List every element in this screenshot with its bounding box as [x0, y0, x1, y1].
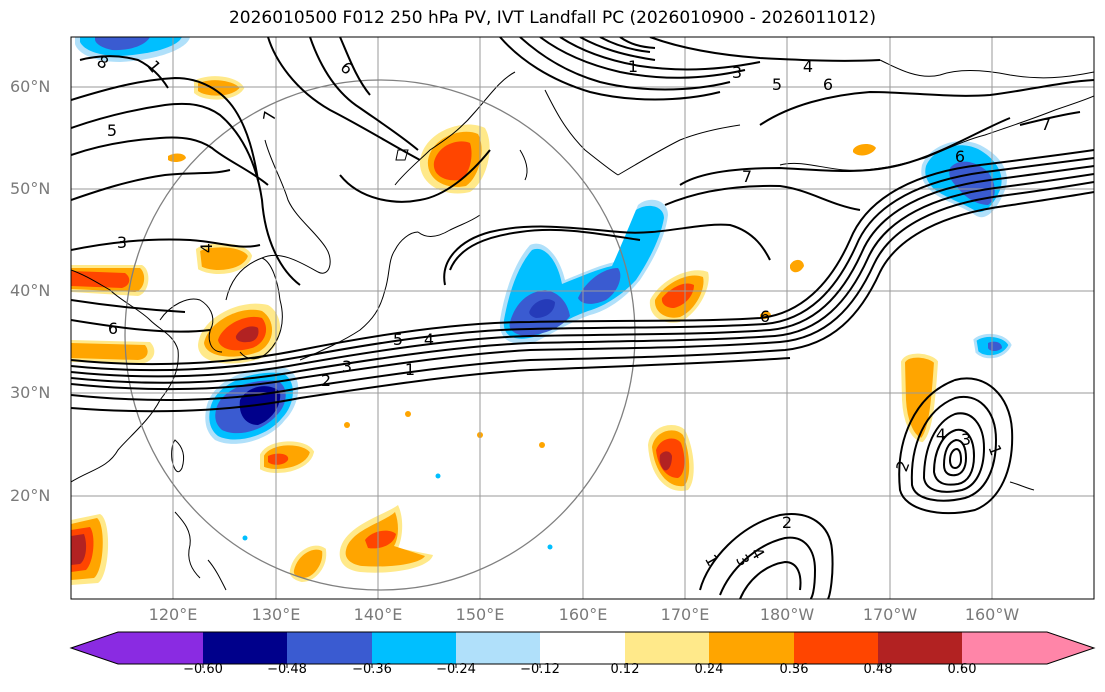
lon-label: 150°E — [455, 605, 505, 624]
contour-label: 1 — [405, 360, 415, 379]
lon-label: 160°W — [964, 605, 1020, 624]
colorbar-cell — [878, 632, 962, 664]
pv-blob-central-pacific — [499, 199, 668, 344]
pv-blob-south-150e — [339, 505, 433, 573]
contour-label: 4 — [936, 425, 946, 444]
lat-label: 40°N — [10, 281, 51, 300]
colorbar-tick-label: −0.24 — [436, 662, 476, 677]
contour-label: 6 — [760, 307, 770, 326]
plot-frame — [70, 36, 1095, 600]
colorbar-tick-label: 0.24 — [694, 662, 724, 677]
coastlines — [71, 59, 1094, 591]
contour-label: 3 — [732, 63, 742, 82]
colorbar-tick-label: −0.60 — [183, 662, 223, 677]
colorbar-cell — [962, 632, 1047, 664]
lat-label: 20°N — [10, 486, 51, 505]
pv-blob-korea — [198, 303, 281, 364]
lat-label: 30°N — [10, 383, 51, 402]
colorbar-cell — [372, 632, 456, 664]
colorbar-cell — [456, 632, 540, 664]
colorbar-outline — [69, 631, 1096, 665]
contour-label: 6 — [108, 319, 118, 338]
colorbar-extend-low — [71, 632, 118, 664]
lon-label: 160°E — [558, 605, 608, 624]
pv-blob-south-15n — [71, 514, 109, 585]
colorbar-tick-label: −0.36 — [352, 662, 392, 677]
lon-label: 170°W — [862, 605, 918, 624]
contour-label: 6 — [955, 147, 965, 166]
colorbar-cell — [118, 632, 203, 664]
colorbar-cell — [287, 632, 372, 664]
colorbar — [69, 631, 1096, 668]
lon-label: 130°E — [251, 605, 301, 624]
ivt-contours — [71, 37, 1094, 599]
contour-label: 2 — [321, 371, 331, 390]
contour-label: 5 — [107, 121, 117, 140]
colorbar-extend-high — [1047, 632, 1094, 664]
lon-label: 170°E — [660, 605, 710, 624]
contour-label: 1 — [628, 57, 638, 76]
pv-blob-170e-25n — [648, 425, 694, 491]
colorbar-tick-label: 0.12 — [610, 662, 640, 677]
colorbar-cell — [709, 632, 794, 664]
colorbar-cell — [540, 632, 625, 664]
contour-label: 3 — [117, 233, 127, 252]
colorbar-cell — [203, 632, 287, 664]
colorbar-cell — [794, 632, 878, 664]
colorbar-tick-label: −0.12 — [520, 662, 560, 677]
contour-label: 2 — [782, 513, 792, 532]
colorbar-tick-label: 0.60 — [947, 662, 977, 677]
contour-label: 6 — [823, 75, 833, 94]
contour-label: 7 — [259, 109, 279, 122]
lat-label: 50°N — [10, 179, 51, 198]
colorbar-tick-label: 0.36 — [779, 662, 809, 677]
contour-label: 4 — [803, 57, 813, 76]
lon-label: 120°E — [148, 605, 198, 624]
contour-label: 7 — [742, 167, 752, 186]
colorbar-cell — [625, 632, 709, 664]
colorbar-tick-label: −0.48 — [267, 662, 307, 677]
contour-label: 4 — [197, 243, 216, 253]
colorbar-tick-label: 0.48 — [863, 662, 893, 677]
pv-blob-40n-175e — [649, 270, 709, 323]
pv-blob-west-35n — [71, 340, 155, 364]
lon-label: 140°E — [353, 605, 403, 624]
map-title: 2026010500 F012 250 hPa PV, IVT Landfall… — [228, 8, 876, 28]
contour-label: 7 — [1041, 115, 1051, 134]
contour-label: 3 — [342, 357, 352, 376]
lat-label: 60°N — [10, 77, 51, 96]
contour-label: 3 — [961, 430, 971, 449]
contour-label: 5 — [393, 330, 403, 349]
lon-label: 180°W — [759, 605, 815, 624]
graticule — [71, 37, 1094, 599]
contour-label: 4 — [424, 330, 434, 349]
pv-positive-anomalies — [71, 76, 939, 585]
contour-label: 5 — [772, 75, 782, 94]
